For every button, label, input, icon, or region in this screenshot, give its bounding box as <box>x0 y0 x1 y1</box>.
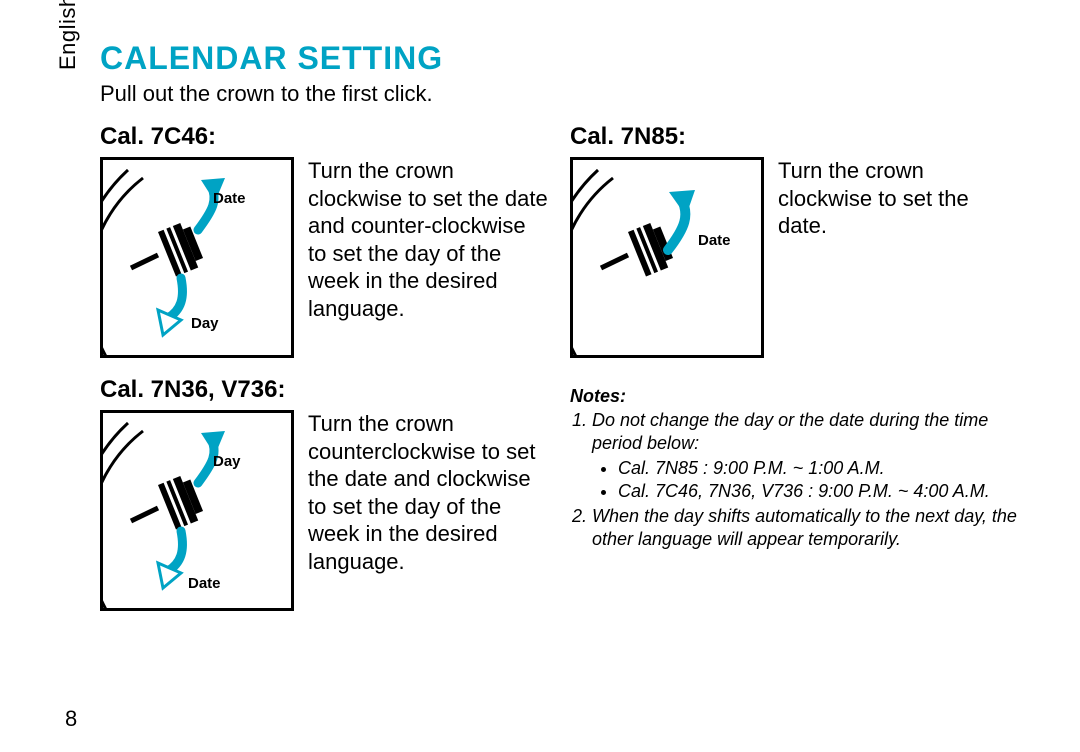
section-heading-7n85: Cal. 7N85: <box>570 123 1020 151</box>
section-heading-7c46: Cal. 7C46: <box>100 123 550 151</box>
left-column: Cal. 7C46: <box>100 119 550 611</box>
label-date: Date <box>698 232 731 249</box>
page-number: 8 <box>65 706 77 732</box>
label-date: Date <box>213 190 246 207</box>
note-2: When the day shifts automatically to the… <box>592 505 1020 551</box>
desc-7n36: Turn the crown counterclockwise to set t… <box>308 410 550 611</box>
notes-heading: Notes: <box>570 386 1020 407</box>
section-heading-7n36: Cal. 7N36, V736: <box>100 376 550 404</box>
diagram-7c46: Date Day <box>100 157 294 358</box>
notes-body: Do not change the day or the date during… <box>570 409 1020 551</box>
note-1: Do not change the day or the date during… <box>592 410 988 453</box>
note-bullet-1: Cal. 7N85 : 9:00 P.M. ~ 1:00 A.M. <box>618 457 1020 480</box>
page-title: CALENDAR SETTING <box>100 40 1030 77</box>
right-column: Cal. 7N85: <box>570 119 1020 611</box>
diagram-7n36: Day Date <box>100 410 294 611</box>
label-day: Day <box>213 453 241 470</box>
note-bullet-2: Cal. 7C46, 7N36, V736 : 9:00 P.M. ~ 4:00… <box>618 480 1020 503</box>
desc-7c46: Turn the crown clockwise to set the date… <box>308 157 550 358</box>
intro-text: Pull out the crown to the first click. <box>100 81 1030 107</box>
language-tab: English <box>55 0 81 70</box>
diagram-7n85: Date <box>570 157 764 358</box>
manual-page: English CALENDAR SETTING Pull out the cr… <box>0 0 1080 752</box>
desc-7n85: Turn the crown clockwise to set the date… <box>778 157 1020 358</box>
label-day: Day <box>191 315 219 332</box>
label-date: Date <box>188 575 221 592</box>
